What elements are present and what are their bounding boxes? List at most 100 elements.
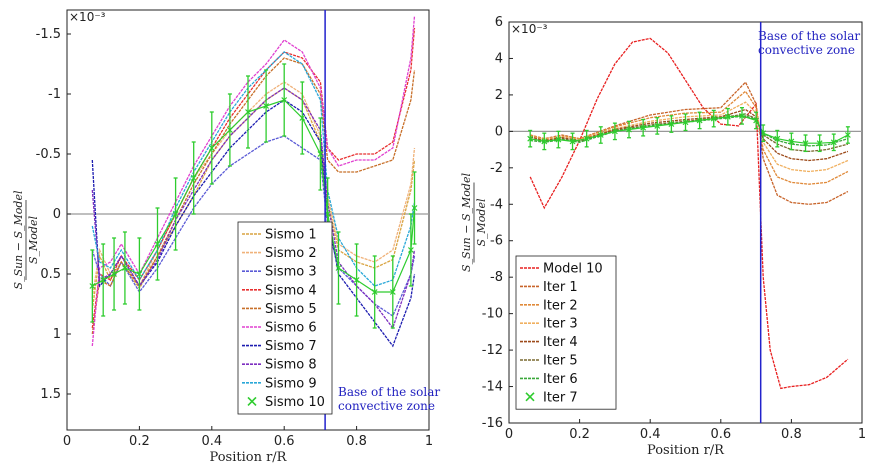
series-line bbox=[91, 57, 416, 335]
legend-box bbox=[515, 255, 617, 410]
legend-label: Iter 4 bbox=[543, 335, 578, 350]
data-point-marker bbox=[640, 124, 647, 131]
data-point-marker bbox=[626, 126, 632, 133]
series-iter-7 bbox=[527, 107, 851, 153]
data-point-marker bbox=[208, 145, 215, 151]
legend-item: Sismo 5 bbox=[242, 302, 317, 317]
panel-right: 0 0.2 0.4 0.6 0.8 1 6 4 2 0 -2 -4 -6 -8 -10 -12 -14 -16 ×1… bbox=[460, 15, 866, 458]
x-tick-label: 0.8 bbox=[346, 434, 367, 449]
data-point-marker bbox=[100, 277, 107, 283]
legend-label: Sismo 7 bbox=[265, 339, 317, 354]
y-label-numerator: S_Sun − S_Model bbox=[460, 173, 473, 272]
series-line bbox=[92, 99, 416, 293]
y-axis-label: S_Sun − S_Model S_Model bbox=[12, 190, 40, 289]
legend-item: Iter 5 bbox=[520, 354, 578, 369]
data-point-marker bbox=[696, 117, 703, 124]
plot-frame bbox=[66, 9, 430, 431]
legend-marker bbox=[525, 392, 535, 402]
series-line bbox=[91, 15, 416, 347]
series-iter-2 bbox=[530, 90, 849, 185]
panel-left: 0 0.2 0.4 0.6 0.8 1 -1.5 -1 -0.5 0 0.5 1 1.5 ×10⁻³ Pos… bbox=[12, 9, 440, 465]
series-line bbox=[530, 90, 849, 185]
convective-zone-annotation: Base of the solar bbox=[338, 385, 440, 399]
legend-item: Sismo 7 bbox=[242, 339, 317, 354]
y-label-denominator: S_Model bbox=[475, 198, 488, 246]
legend-marker bbox=[247, 396, 257, 406]
series-sismo-5 bbox=[91, 57, 416, 335]
data-point-marker bbox=[226, 127, 233, 133]
axis-scale-label: ×10⁻³ bbox=[69, 10, 106, 24]
data-point-marker bbox=[111, 271, 117, 277]
x-tick-label: 0.4 bbox=[201, 434, 222, 449]
data-point-marker bbox=[611, 128, 618, 135]
convective-zone-annotation: convective zone bbox=[758, 43, 855, 57]
legend-item: Model 10 bbox=[520, 262, 603, 277]
x-tick-label: 1 bbox=[425, 434, 433, 449]
series-line bbox=[530, 115, 849, 144]
y-tick-label: -4 bbox=[490, 197, 503, 212]
data-point-marker bbox=[844, 132, 851, 138]
y-tick-label: -0.5 bbox=[36, 147, 61, 162]
data-point-marker bbox=[739, 112, 745, 119]
series-sismo-9 bbox=[91, 51, 416, 287]
data-point-marker bbox=[710, 115, 717, 122]
data-point-marker bbox=[371, 289, 378, 295]
data-point-marker bbox=[263, 103, 270, 109]
y-tick-label: 1 bbox=[53, 327, 61, 342]
data-point-marker bbox=[774, 135, 781, 142]
legend-label: Iter 3 bbox=[543, 317, 578, 332]
legend-item: Iter 6 bbox=[520, 372, 578, 387]
series-model-10 bbox=[529, 37, 849, 390]
legend-item: Sismo 2 bbox=[242, 246, 317, 261]
data-point-marker bbox=[830, 139, 837, 146]
series-line bbox=[529, 37, 849, 390]
legend-item: Iter 7 bbox=[525, 390, 578, 405]
legend-item: Iter 3 bbox=[520, 317, 578, 332]
convective-zone-annotation: convective zone bbox=[338, 399, 435, 413]
data-point-marker bbox=[245, 109, 251, 115]
legend-label: Iter 2 bbox=[543, 298, 578, 313]
x-tick-label: 1 bbox=[858, 427, 866, 442]
x-axis-label: Position r/R bbox=[210, 450, 288, 465]
data-point-marker bbox=[724, 113, 731, 120]
legend-label: Iter 7 bbox=[543, 390, 578, 405]
x-tick-label: 0 bbox=[505, 427, 513, 442]
legend-label: Iter 5 bbox=[543, 354, 578, 369]
legend-item: Iter 1 bbox=[520, 280, 578, 295]
x-tick-label: 0.6 bbox=[710, 427, 731, 442]
legend-label: Sismo 9 bbox=[265, 376, 317, 391]
legend-label: Sismo 6 bbox=[265, 321, 317, 336]
data-point-marker bbox=[154, 241, 161, 247]
y-tick-label: 2 bbox=[495, 88, 503, 103]
legend-item: Sismo 10 bbox=[247, 395, 325, 410]
x-tick-label: 0.8 bbox=[781, 427, 802, 442]
series-line bbox=[91, 27, 416, 329]
legend-label: Sismo 10 bbox=[265, 395, 325, 410]
x-tick-label: 0 bbox=[63, 434, 71, 449]
legend-item: Sismo 3 bbox=[242, 265, 317, 280]
data-point-marker bbox=[324, 211, 331, 217]
y-tick-label: -16 bbox=[482, 416, 503, 431]
axis-scale-label: ×10⁻³ bbox=[511, 22, 548, 36]
series-line bbox=[530, 101, 849, 173]
y-label-denominator: S_Model bbox=[27, 216, 40, 264]
y-tick-label: 0 bbox=[53, 207, 61, 222]
legend-label: Model 10 bbox=[543, 262, 603, 277]
x-axis-label: Position r/R bbox=[647, 443, 725, 458]
legend-item: Sismo 6 bbox=[242, 321, 317, 336]
convective-zone-annotation: Base of the solar bbox=[758, 29, 860, 43]
legend-label: Sismo 2 bbox=[265, 246, 317, 261]
legend-label: Sismo 3 bbox=[265, 265, 317, 280]
y-tick-label: -8 bbox=[490, 270, 503, 285]
x-tick-label: 0.2 bbox=[569, 427, 590, 442]
data-point-marker bbox=[353, 277, 360, 283]
data-point-marker bbox=[583, 135, 590, 142]
y-tick-label: 1.5 bbox=[40, 387, 61, 402]
y-axis-label: S_Sun − S_Model S_Model bbox=[460, 173, 488, 272]
data-point-marker bbox=[569, 138, 576, 145]
data-point-marker bbox=[527, 135, 534, 142]
data-point-marker bbox=[753, 117, 760, 124]
y-tick-label: -14 bbox=[482, 380, 503, 395]
y-tick-label: 0.5 bbox=[40, 267, 61, 282]
